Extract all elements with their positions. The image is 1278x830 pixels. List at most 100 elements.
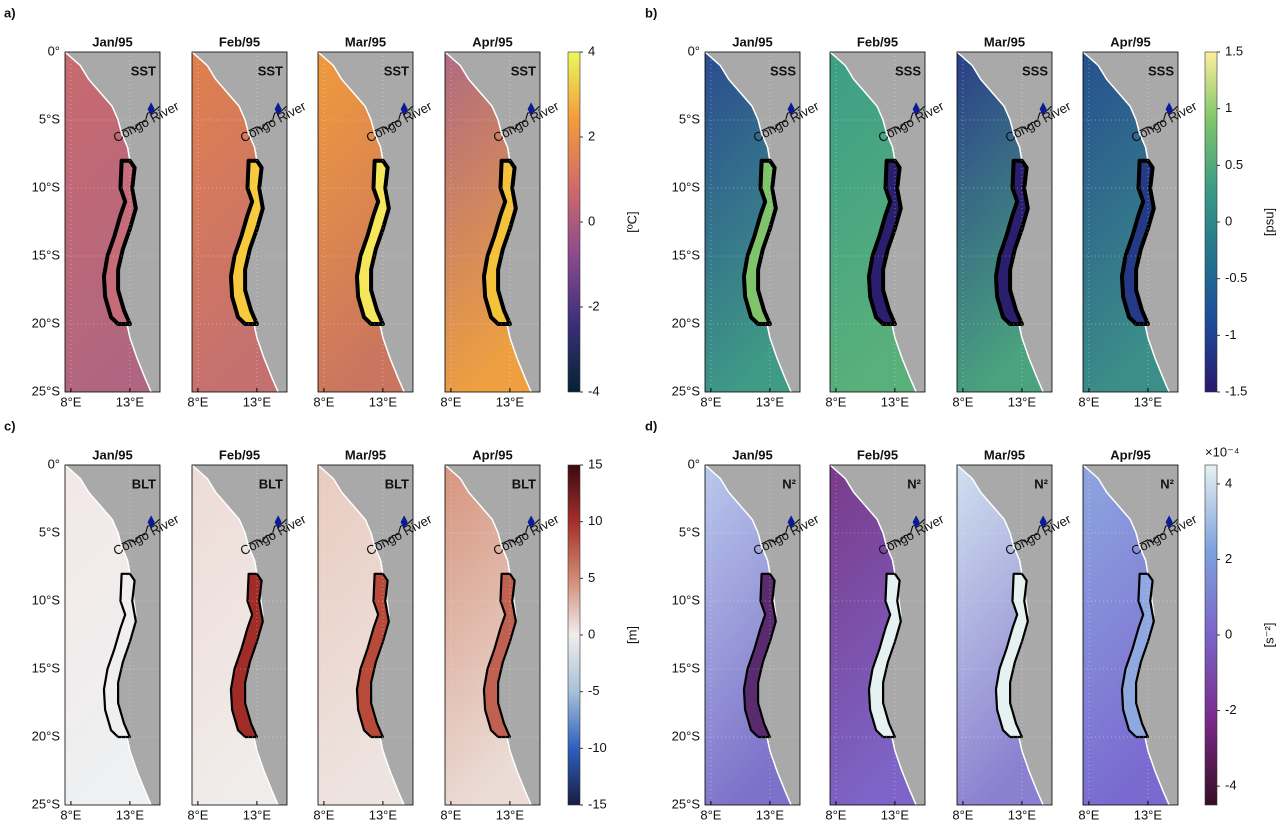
land — [1083, 465, 1178, 805]
colorbar-label: [m] — [624, 626, 639, 644]
river-mouth-marker — [1165, 515, 1173, 529]
month-label: Mar/95 — [345, 447, 386, 462]
river-mouth-marker — [1039, 102, 1047, 116]
colorbar-tick-label: 1.5 — [1225, 43, 1243, 58]
lon-tick-label: 13°E — [1008, 394, 1037, 409]
lon-tick-label: 8°E — [440, 394, 461, 409]
land — [192, 465, 287, 805]
river-mouth-marker — [787, 102, 795, 116]
month-label: Apr/95 — [472, 447, 512, 462]
lat-tick-label: 10°S — [672, 592, 701, 607]
variable-label: SST — [258, 63, 283, 78]
region-box — [355, 572, 390, 739]
lat-tick-label: 5°S — [39, 111, 60, 126]
month-label: Feb/95 — [857, 34, 898, 49]
land — [445, 52, 540, 392]
month-label: Feb/95 — [857, 447, 898, 462]
lat-tick-label: 20°S — [672, 728, 701, 743]
lon-tick-label: 13°E — [881, 394, 910, 409]
river-mouth-marker — [527, 515, 535, 529]
lon-tick-label: 8°E — [825, 807, 846, 822]
lon-tick-label: 8°E — [952, 807, 973, 822]
river-mouth-marker — [400, 515, 408, 529]
land — [318, 52, 413, 392]
lon-tick-label: 8°E — [60, 807, 81, 822]
lon-tick-label: 8°E — [187, 807, 208, 822]
variable-label: SST — [384, 63, 409, 78]
lat-tick-label: 0° — [688, 43, 700, 58]
colorbar-tick-label: 0 — [1225, 626, 1232, 641]
land — [445, 465, 540, 805]
colorbar-tick-label: -4 — [1225, 778, 1237, 793]
lon-tick-label: 13°E — [1008, 807, 1037, 822]
region-box — [867, 572, 902, 739]
river-mouth-marker — [147, 102, 155, 116]
lat-tick-label: 15°S — [672, 660, 701, 675]
lon-tick-label: 8°E — [825, 394, 846, 409]
lat-tick-label: 15°S — [672, 247, 701, 262]
variable-label: SSS — [895, 63, 921, 78]
region-box — [101, 158, 138, 326]
land — [1083, 52, 1178, 392]
land — [65, 465, 160, 805]
land — [830, 465, 925, 805]
region-box — [741, 158, 778, 326]
lat-tick-label: 0° — [688, 456, 700, 471]
map-frame — [317, 464, 414, 806]
panel-label: d) — [645, 418, 657, 433]
river-mouth-marker — [400, 102, 408, 116]
lon-tick-label: 8°E — [1078, 394, 1099, 409]
variable-label: SSS — [1022, 63, 1048, 78]
colorbar — [567, 464, 581, 806]
region-box — [866, 158, 903, 326]
land — [192, 52, 287, 392]
map-frame — [956, 51, 1053, 393]
map-frame — [1082, 464, 1179, 806]
panel-label: a) — [4, 5, 16, 20]
map-frame — [1082, 51, 1179, 393]
land — [957, 465, 1052, 805]
colorbar-tick-label: 2 — [588, 128, 595, 143]
lon-tick-label: 13°E — [1134, 394, 1163, 409]
map-frame — [829, 464, 926, 806]
lon-tick-label: 8°E — [440, 807, 461, 822]
lon-tick-label: 8°E — [700, 394, 721, 409]
colorbar-tick-label: -1.5 — [1225, 383, 1247, 398]
lat-tick-label: 10°S — [672, 179, 701, 194]
map-frame — [191, 464, 288, 806]
colorbar-label: [ºC] — [624, 211, 639, 232]
lon-tick-label: 13°E — [756, 394, 785, 409]
lat-tick-label: 25°S — [672, 796, 701, 811]
lon-tick-label: 8°E — [700, 807, 721, 822]
map-frame — [444, 51, 541, 393]
region-box — [994, 572, 1029, 739]
lon-tick-label: 13°E — [369, 394, 398, 409]
variable-label: N² — [1160, 476, 1174, 491]
lon-tick-label: 8°E — [952, 394, 973, 409]
lon-tick-label: 13°E — [243, 807, 272, 822]
land — [830, 52, 925, 392]
month-label: Mar/95 — [984, 34, 1025, 49]
river-mouth-marker — [527, 102, 535, 116]
colorbar-tick-label: 0 — [1225, 213, 1232, 228]
lat-tick-label: 25°S — [672, 383, 701, 398]
lon-tick-label: 8°E — [187, 394, 208, 409]
lat-tick-label: 15°S — [32, 247, 61, 262]
variable-label: BLT — [385, 476, 409, 491]
map-frame — [704, 51, 801, 393]
land — [705, 52, 800, 392]
colorbar-multiplier: ×10⁻⁴ — [1205, 444, 1240, 459]
region-box — [354, 158, 391, 326]
map-frame — [956, 464, 1053, 806]
variable-label: N² — [907, 476, 921, 491]
colorbar-tick-label: -2 — [588, 298, 600, 313]
lat-tick-label: 5°S — [679, 524, 700, 539]
variable-label: N² — [1034, 476, 1048, 491]
map-frame — [704, 464, 801, 806]
lon-tick-label: 13°E — [881, 807, 910, 822]
colorbar-tick-label: 1 — [1225, 100, 1232, 115]
lon-tick-label: 13°E — [116, 807, 145, 822]
lat-tick-label: 20°S — [32, 315, 61, 330]
map-frame — [444, 464, 541, 806]
